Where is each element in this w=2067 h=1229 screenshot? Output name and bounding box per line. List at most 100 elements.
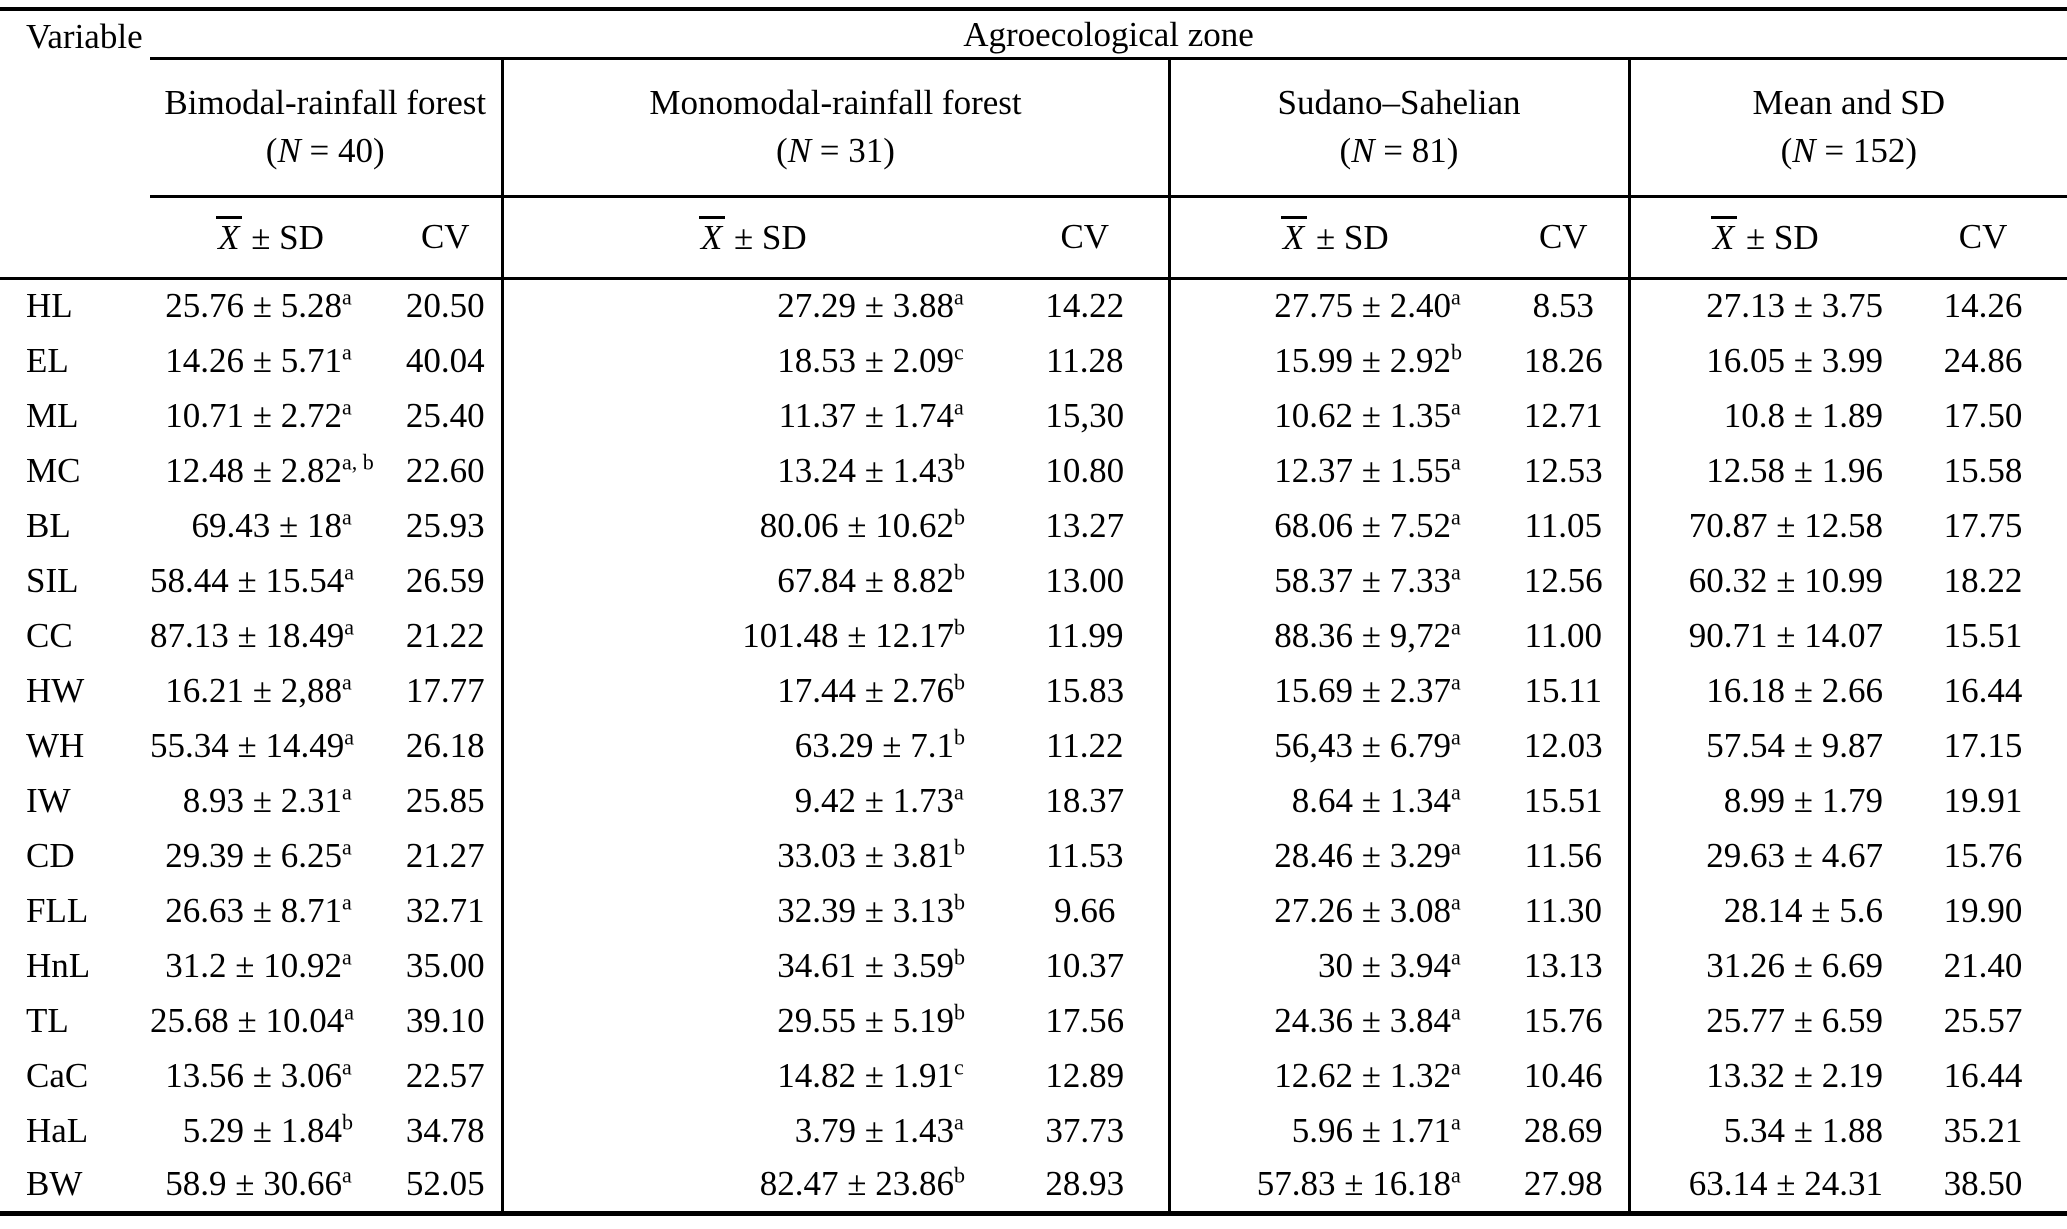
cv-cell: 28.69	[1499, 1103, 1631, 1158]
significance-superscript: b	[954, 613, 965, 639]
row-label: WH	[26, 725, 85, 765]
data-row-BW: BW 58.9 ± 30.66a 52.05 82.47 ± 23.86b 28.93 5…	[0, 1158, 2067, 1213]
cv-cell: 13.00	[1002, 553, 1171, 608]
mean-sd-cell: 56,43 ± 6.79a	[1169, 718, 1499, 773]
row-label: MC	[26, 450, 81, 490]
data-row-TL: TL 25.68 ± 10.04a 39.10 29.55 ± 5.19b 17.56 2…	[0, 993, 2067, 1048]
mean-sd-cell: 3.79 ± 1.43a	[502, 1103, 1002, 1158]
mean-sd-cell: 28.46 ± 3.29a	[1169, 828, 1499, 883]
mean-sd-cell: 14.26 ± 5.71a	[150, 333, 390, 388]
cv-cell: 28.93	[1002, 1158, 1171, 1213]
mean-sd-cell: 67.84 ± 8.82b	[502, 553, 1002, 608]
cv-cell: 37.73	[1002, 1103, 1171, 1158]
cv-cell: 15.11	[1499, 663, 1631, 718]
cv-cell: 40.04	[390, 333, 504, 388]
cv-cell: 15,30	[1002, 388, 1171, 443]
cv-cell: 26.59	[390, 553, 504, 608]
mean-sd-cell: 63.14 ± 24.31	[1688, 1164, 1883, 1204]
mean-sd-cell: 29.39 ± 6.25a	[150, 828, 390, 883]
mean-sd-cell: 58.44 ± 15.54a	[150, 553, 390, 608]
significance-superscript: b	[954, 888, 965, 914]
cv-cell: 10.46	[1499, 1048, 1631, 1103]
significance-superscript: b	[954, 558, 965, 584]
mean-sd-cell: 14.82 ± 1.91c	[502, 1048, 1002, 1103]
significance-superscript: b	[954, 448, 965, 474]
mean-sd-cell: 26.63 ± 8.71a	[150, 883, 390, 938]
significance-superscript: a	[342, 284, 352, 310]
mean-sd-cell: 80.06 ± 10.62b	[502, 498, 1002, 553]
significance-superscript: b	[342, 1108, 353, 1134]
significance-superscript: a	[342, 668, 352, 694]
cv-cell: 15.58	[1943, 450, 2023, 490]
header-row-top: Variable Agroecological zone	[0, 9, 2067, 280]
x-bar-symbol: X	[1710, 216, 1738, 256]
mean-sd-cell: 25.76 ± 5.28a	[150, 278, 390, 333]
mean-sd-cell: 27.26 ± 3.08a	[1169, 883, 1499, 938]
significance-superscript: a	[1451, 778, 1461, 804]
zone-header-1: Bimodal-rainfall forest (N = 40)	[150, 58, 504, 198]
mean-sd-cell: 5.29 ± 1.84b	[150, 1103, 390, 1158]
row-label: HaL	[26, 1110, 89, 1150]
mean-sd-cell: 13.24 ± 1.43b	[502, 443, 1002, 498]
mean-sd-cell: 5.34 ± 1.88	[1723, 1110, 1883, 1150]
mean-sd-cell: 82.47 ± 23.86b	[502, 1158, 1002, 1213]
cv-cell: 17.15	[1943, 725, 2023, 765]
significance-superscript: a	[1451, 393, 1461, 419]
cv-cell: 12.53	[1499, 443, 1631, 498]
significance-superscript: a	[342, 503, 352, 529]
significance-superscript: a	[1451, 448, 1461, 474]
cv-cell: 24.86	[1943, 340, 2023, 380]
cv-cell: 17.77	[390, 663, 504, 718]
cv-cell: 19.91	[1943, 780, 2023, 820]
zone-sample-size: (N = 31)	[776, 131, 895, 170]
cv-cell: 27.98	[1499, 1158, 1631, 1213]
cv-cell: 38.50	[1943, 1164, 2023, 1204]
cv-cell: 18.22	[1943, 560, 2023, 600]
mean-sd-cell: 101.48 ± 12.17b	[502, 608, 1002, 663]
data-row-IW: IW 8.93 ± 2.31a 25.85 9.42 ± 1.73a 18.37 8.64…	[0, 773, 2067, 828]
data-row-SIL: SIL 58.44 ± 15.54a 26.59 67.84 ± 8.82b 13.00…	[0, 553, 2067, 608]
zone-name: Sudano–Sahelian	[1277, 82, 1521, 122]
cv-cell: 13.27	[1002, 498, 1171, 553]
cv-cell: 11.53	[1002, 828, 1171, 883]
mean-sd-cell: 55.34 ± 14.49a	[150, 718, 390, 773]
zone-sample-size: (N = 81)	[1339, 131, 1459, 170]
mean-sd-cell: 8.64 ± 1.34a	[1169, 773, 1499, 828]
cv-cell: 25.40	[390, 388, 504, 443]
data-row-WH: WH 55.34 ± 14.49a 26.18 63.29 ± 7.1b 11.22 56…	[0, 718, 2067, 773]
row-label: CD	[26, 835, 75, 875]
significance-superscript: b	[954, 723, 965, 749]
cv-cell: 17.75	[1943, 505, 2023, 545]
mean-sd-cell: 10.8 ± 1.89	[1723, 395, 1883, 435]
significance-superscript: b	[954, 998, 965, 1024]
zone-name: Bimodal-rainfall forest	[164, 82, 487, 122]
mean-sd-cell: 25.77 ± 6.59	[1706, 1000, 1883, 1040]
significance-superscript: a	[342, 1053, 352, 1079]
significance-superscript: b	[954, 668, 965, 694]
cv-cell: 35.00	[390, 938, 504, 993]
cv-cell: 14.22	[1002, 278, 1171, 333]
data-row-HL: HL 25.76 ± 5.28a 20.50 27.29 ± 3.88a 14.22 27…	[0, 278, 2067, 333]
subheader-mean-sd: X ± SD	[150, 196, 390, 280]
row-label: SIL	[26, 560, 79, 600]
mean-sd-cell: 31.26 ± 6.69	[1706, 945, 1883, 985]
mean-sd-cell: 8.99 ± 1.79	[1723, 780, 1883, 820]
significance-superscript: a	[1451, 888, 1461, 914]
significance-superscript: a	[344, 998, 354, 1024]
mean-sd-cell: 18.53 ± 2.09c	[502, 333, 1002, 388]
cv-cell: 15.76	[1943, 835, 2023, 875]
mean-sd-cell: 68.06 ± 7.52a	[1169, 498, 1499, 553]
cv-cell: 16.44	[1943, 1055, 2023, 1095]
x-bar-symbol: X	[698, 216, 726, 256]
significance-superscript: a	[1451, 1108, 1461, 1134]
cv-cell: 21.27	[390, 828, 504, 883]
cv-cell: 22.57	[390, 1048, 504, 1103]
span-header-agroecological-zone: Agroecological zone	[150, 9, 2067, 60]
cv-cell: 18.37	[1002, 773, 1171, 828]
subheader-cv: CV	[1499, 196, 1631, 280]
cv-cell: 20.50	[390, 278, 504, 333]
data-row-MC: MC 12.48 ± 2.82a, b 22.60 13.24 ± 1.43b 10.8…	[0, 443, 2067, 498]
cv-cell: 11.05	[1499, 498, 1631, 553]
cv-cell: 12.56	[1499, 553, 1631, 608]
mean-sd-cell: 63.29 ± 7.1b	[502, 718, 1002, 773]
